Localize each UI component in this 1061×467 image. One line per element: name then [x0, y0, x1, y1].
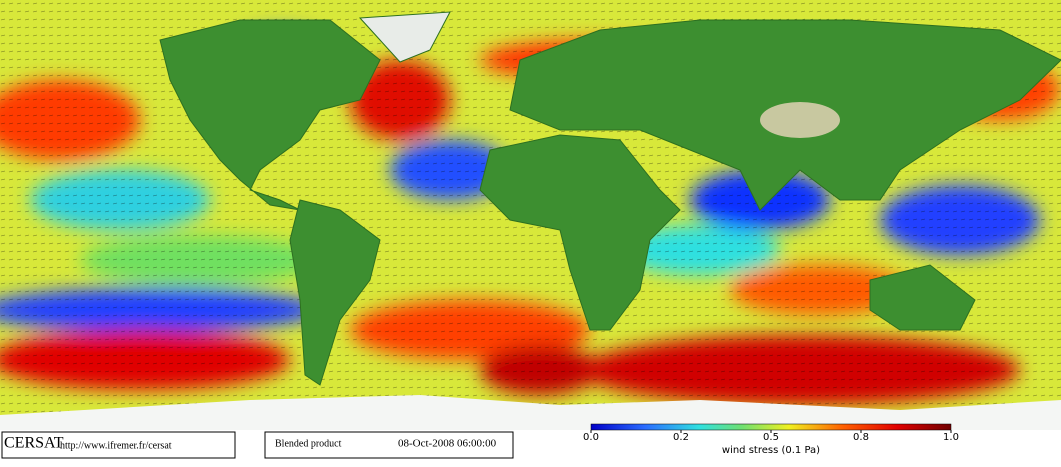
logo: CERSAT: [4, 435, 64, 452]
colorbar-tick-label: 0.2: [673, 432, 689, 443]
colorbar: [590, 423, 952, 431]
colorbar-tick-label: 1.0: [943, 432, 959, 443]
colorbar-tick-label: 0.5: [763, 432, 779, 443]
credit-box: [1, 431, 236, 459]
colorbar-label: wind stress (0.1 Pa): [722, 445, 820, 456]
land: [159, 11, 1061, 386]
url: http://www.ifremer.fr/cersat: [60, 440, 172, 451]
timestamp: 08-Oct-2008 06:00:00: [398, 438, 497, 450]
antarctica: [0, 395, 1061, 430]
product: Blended product: [275, 438, 342, 449]
colorbar-tick-label: 0.8: [853, 432, 869, 443]
product-box: [264, 431, 514, 459]
colorbar-tick-label: 0.0: [583, 432, 599, 443]
